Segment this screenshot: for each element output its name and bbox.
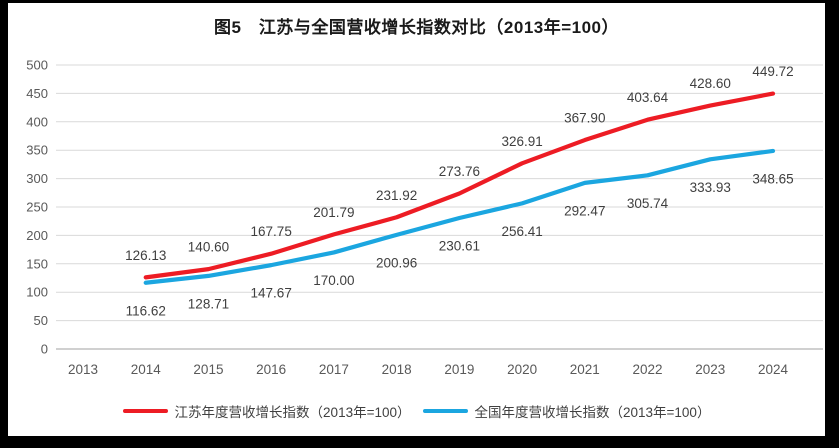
x-axis-tick-label: 2023 xyxy=(695,362,725,377)
y-axis-tick-label: 300 xyxy=(26,171,48,186)
legend-label-national: 全国年度营收增长指数（2013年=100） xyxy=(474,405,711,420)
y-axis-tick-label: 150 xyxy=(26,256,48,271)
data-point-label-national: 128.71 xyxy=(188,296,229,311)
data-point-label-national: 116.62 xyxy=(126,303,166,318)
data-point-label-national: 348.65 xyxy=(752,171,793,186)
y-axis-tick-label: 500 xyxy=(26,58,48,73)
chart-legend: 江苏年度营收增长指数（2013年=100） 全国年度营收增长指数（2013年=1… xyxy=(8,401,825,421)
series-line-jiangsu xyxy=(143,91,776,280)
data-point-label-jiangsu: 140.60 xyxy=(188,240,229,255)
data-point-label-jiangsu: 367.90 xyxy=(564,111,605,126)
chart-title: 图5 江苏与全国营收增长指数对比（2013年=100） xyxy=(213,18,620,37)
y-axis-tick-label: 350 xyxy=(26,143,48,158)
data-point-label-national: 200.96 xyxy=(376,255,417,270)
y-axis-tick-label: 200 xyxy=(26,228,48,243)
data-point-label-jiangsu: 201.79 xyxy=(313,205,354,220)
y-axis-tick-label: 100 xyxy=(26,285,48,300)
x-axis-tick-label: 2020 xyxy=(507,362,537,377)
legend-line-red-icon xyxy=(122,408,168,414)
data-point-label-national: 292.47 xyxy=(564,203,605,218)
x-axis-tick-label: 2019 xyxy=(444,362,474,377)
data-point-label-national: 170.00 xyxy=(313,273,354,288)
data-point-label-national: 333.93 xyxy=(690,180,731,195)
data-point-label-national: 256.41 xyxy=(501,224,542,239)
y-axis-tick-label: 400 xyxy=(26,114,48,129)
data-point-label-jiangsu: 167.75 xyxy=(251,224,292,239)
data-point-label-jiangsu: 326.91 xyxy=(501,134,542,149)
legend-item-national: 全国年度营收增长指数（2013年=100） xyxy=(422,401,711,421)
y-axis-tick-label: 50 xyxy=(34,313,48,328)
data-point-label-national: 147.67 xyxy=(251,286,292,301)
data-point-label-national: 305.74 xyxy=(627,196,669,211)
x-axis-tick-label: 2017 xyxy=(319,362,349,377)
legend-item-jiangsu: 江苏年度营收增长指数（2013年=100） xyxy=(122,401,411,421)
x-axis-tick-label: 2024 xyxy=(758,362,789,377)
x-axis-tick-label: 2021 xyxy=(570,362,600,377)
data-point-label-jiangsu: 449.72 xyxy=(752,64,793,79)
x-axis-tick-label: 2014 xyxy=(131,362,162,377)
x-axis-tick-label: 2015 xyxy=(193,362,223,377)
data-point-label-jiangsu: 231.92 xyxy=(376,188,417,203)
line-chart: 0 50 100 150 200 250 300 350 400 450 500 2013 2014 20… xyxy=(26,58,823,377)
y-axis-tick-label: 0 xyxy=(41,342,48,357)
x-axis-tick-label: 2022 xyxy=(633,362,663,377)
data-point-label-jiangsu: 403.64 xyxy=(627,90,669,105)
data-point-label-jiangsu: 273.76 xyxy=(439,164,480,179)
x-axis-tick-label: 2016 xyxy=(256,362,286,377)
data-point-label-jiangsu: 126.13 xyxy=(125,248,166,263)
x-axis-tick-label: 2018 xyxy=(382,362,412,377)
legend-label-jiangsu: 江苏年度营收增长指数（2013年=100） xyxy=(174,405,411,420)
series-line-national xyxy=(143,148,776,285)
y-axis-tick-label: 250 xyxy=(26,200,48,215)
data-point-label-jiangsu: 428.60 xyxy=(690,76,731,91)
x-axis-tick-label: 2013 xyxy=(68,362,98,377)
y-axis-tick-label: 450 xyxy=(26,86,48,101)
chart-panel: 图5 江苏与全国营收增长指数对比（2013年=100） 0 50 100 150 200… xyxy=(8,3,825,436)
data-point-label-national: 230.61 xyxy=(439,239,480,254)
legend-line-blue-icon xyxy=(422,408,468,414)
